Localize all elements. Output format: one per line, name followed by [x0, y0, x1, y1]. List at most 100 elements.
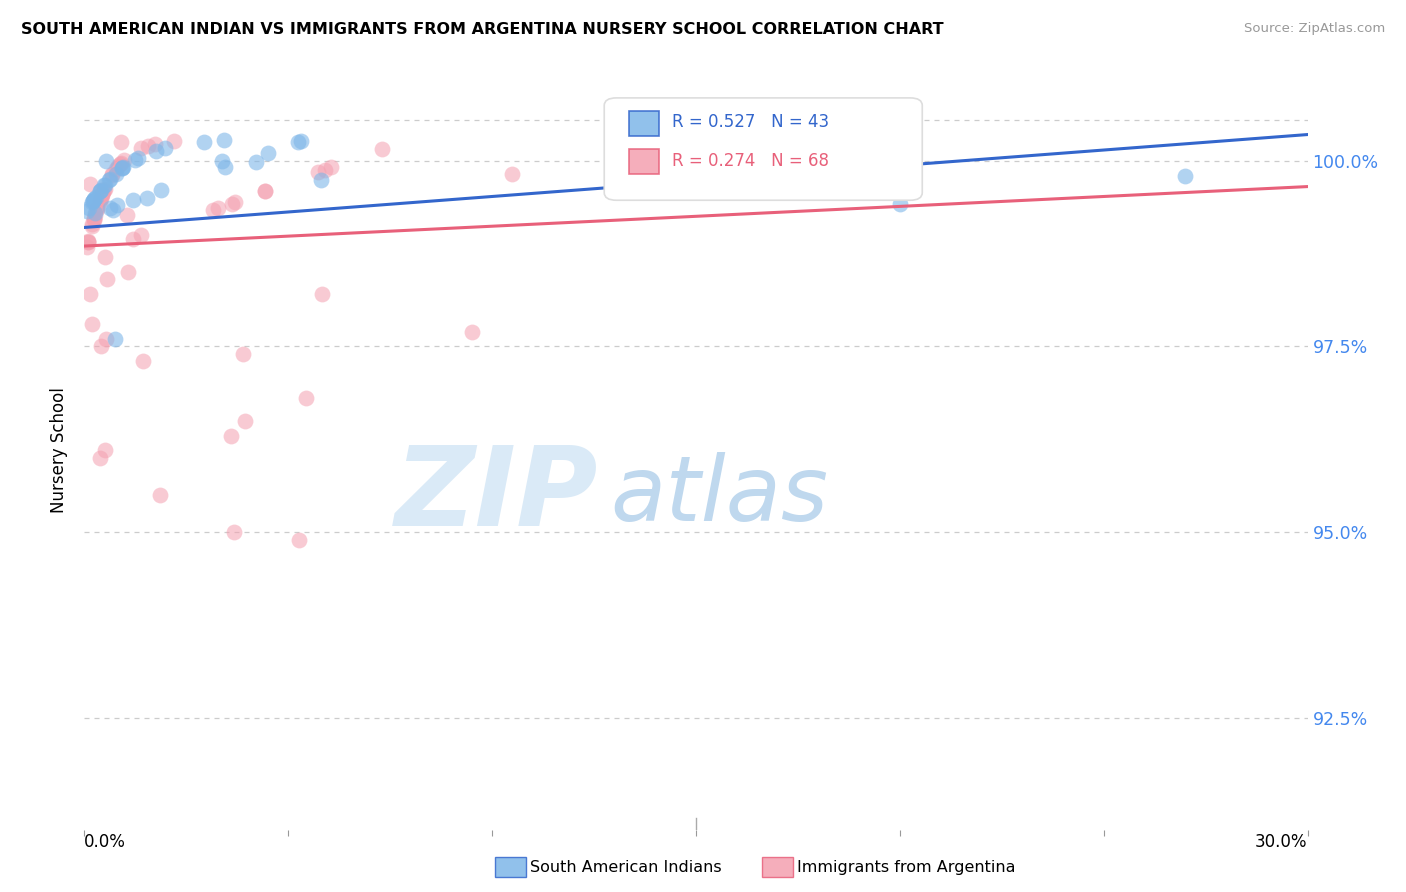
Point: [82, 217, 104, 231]
Point: [135, 191, 157, 205]
Point: [253, 185, 276, 199]
Point: [201, 203, 224, 218]
Point: [245, 154, 267, 169]
Point: [132, 354, 155, 368]
Point: [309, 173, 332, 187]
Point: [149, 488, 172, 502]
Point: [82, 195, 104, 210]
Point: [211, 153, 233, 168]
Point: [371, 142, 394, 156]
Point: [79, 177, 101, 191]
Point: [124, 153, 146, 167]
Point: [233, 414, 256, 428]
Point: [502, 167, 524, 181]
Point: [76, 204, 98, 219]
Point: [1174, 169, 1197, 183]
Point: [96, 272, 118, 286]
Point: [80, 317, 103, 331]
Text: R = 0.527   N = 43: R = 0.527 N = 43: [672, 113, 828, 131]
Point: [150, 183, 173, 197]
Point: [83, 192, 105, 206]
Point: [89, 194, 111, 208]
Point: [93, 181, 115, 195]
Point: [122, 232, 145, 246]
Point: [162, 134, 184, 148]
Point: [98, 171, 121, 186]
Point: [221, 196, 243, 211]
Point: [222, 525, 245, 540]
Point: [461, 325, 484, 339]
Text: 0.0%: 0.0%: [84, 833, 127, 851]
Point: [104, 167, 127, 181]
Point: [82, 194, 104, 208]
Point: [86, 202, 108, 216]
Point: [121, 193, 143, 207]
Point: [89, 184, 111, 198]
Point: [80, 219, 103, 233]
Point: [111, 161, 134, 175]
Point: [117, 265, 139, 279]
FancyBboxPatch shape: [628, 111, 659, 136]
Point: [212, 134, 235, 148]
Point: [96, 153, 118, 168]
Point: [307, 165, 329, 179]
Point: [77, 235, 100, 249]
Point: [254, 184, 277, 198]
Text: 30.0%: 30.0%: [1256, 833, 1308, 851]
Point: [94, 332, 117, 346]
Point: [84, 190, 107, 204]
Text: R = 0.274   N = 68: R = 0.274 N = 68: [672, 152, 828, 169]
Text: atlas: atlas: [610, 452, 828, 540]
Point: [82, 194, 104, 208]
Point: [287, 533, 309, 547]
Point: [232, 347, 254, 361]
Text: Source: ZipAtlas.com: Source: ZipAtlas.com: [1244, 22, 1385, 36]
Point: [94, 250, 117, 264]
Point: [153, 141, 176, 155]
Point: [314, 162, 336, 177]
Point: [129, 141, 152, 155]
Point: [145, 144, 167, 158]
Point: [321, 160, 343, 174]
Point: [219, 428, 242, 442]
Text: ZIP: ZIP: [395, 442, 598, 549]
Point: [83, 192, 105, 206]
Point: [100, 201, 122, 215]
Point: [93, 183, 115, 197]
Y-axis label: Nursery School: Nursery School: [51, 387, 69, 514]
Point: [104, 332, 127, 346]
Point: [93, 178, 115, 193]
Point: [79, 287, 101, 301]
Point: [311, 287, 333, 301]
Point: [89, 450, 111, 465]
Point: [290, 134, 312, 148]
Point: [112, 153, 135, 168]
Point: [104, 162, 127, 177]
Point: [294, 392, 316, 406]
Point: [136, 139, 159, 153]
Point: [86, 200, 108, 214]
Point: [86, 201, 108, 215]
Point: [287, 135, 309, 149]
Point: [224, 195, 246, 210]
Point: [83, 211, 105, 225]
Point: [77, 234, 100, 248]
Point: [90, 188, 112, 202]
Point: [83, 211, 105, 226]
Point: [83, 212, 105, 227]
Point: [889, 196, 911, 211]
Point: [84, 205, 107, 219]
Point: [77, 201, 100, 215]
Point: [129, 227, 152, 242]
Point: [214, 161, 236, 175]
Point: [112, 160, 135, 174]
Point: [89, 192, 111, 206]
Point: [91, 187, 114, 202]
Point: [110, 135, 132, 149]
Point: [84, 208, 107, 222]
Point: [115, 208, 138, 222]
Point: [91, 185, 114, 199]
Point: [101, 202, 124, 217]
Point: [143, 136, 166, 151]
Text: Immigrants from Argentina: Immigrants from Argentina: [797, 861, 1015, 875]
